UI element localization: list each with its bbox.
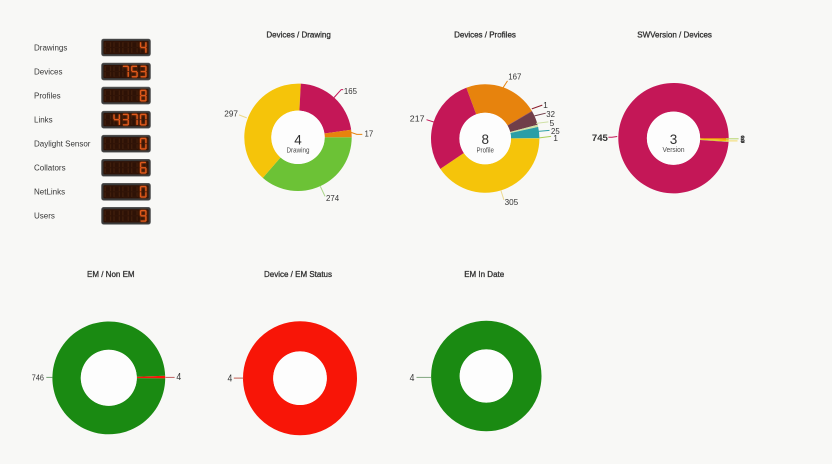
svg-text:2: 2	[740, 133, 745, 143]
svg-text:305: 305	[505, 197, 519, 207]
svg-text:4: 4	[410, 373, 415, 384]
svg-text:1: 1	[553, 133, 558, 143]
svg-text:Profiles: Profiles	[34, 91, 61, 100]
svg-text:165: 165	[344, 86, 357, 96]
svg-text:Devices / Profiles: Devices / Profiles	[454, 30, 516, 39]
svg-text:3: 3	[670, 132, 678, 147]
svg-text:Version: Version	[663, 147, 685, 154]
svg-text:NetLinks: NetLinks	[34, 188, 65, 197]
svg-text:746: 746	[32, 373, 44, 383]
svg-text:Devices: Devices	[34, 67, 62, 76]
svg-text:Drawings: Drawings	[34, 43, 67, 52]
svg-text:Device / EM Status: Device / EM Status	[264, 270, 332, 279]
svg-text:5: 5	[740, 134, 745, 144]
svg-text:Profile: Profile	[476, 148, 494, 155]
svg-text:Links: Links	[34, 115, 53, 124]
svg-text:Drawing: Drawing	[287, 148, 310, 155]
svg-text:217: 217	[410, 113, 425, 123]
svg-text:4: 4	[228, 373, 233, 384]
svg-text:745: 745	[592, 133, 609, 144]
svg-text:8: 8	[481, 132, 489, 147]
svg-text:167: 167	[508, 72, 521, 82]
svg-text:1: 1	[740, 135, 745, 145]
svg-text:SWVersion / Devices: SWVersion / Devices	[637, 30, 712, 39]
svg-text:Collators: Collators	[34, 164, 66, 173]
svg-text:Devices / Drawing: Devices / Drawing	[266, 30, 330, 39]
svg-text:17: 17	[365, 129, 374, 139]
svg-text:32: 32	[546, 109, 555, 119]
svg-text:4: 4	[176, 372, 181, 383]
svg-text:5: 5	[550, 118, 555, 128]
svg-text:297: 297	[224, 108, 238, 118]
svg-text:4: 4	[294, 132, 302, 147]
svg-text:274: 274	[326, 193, 339, 203]
svg-text:1: 1	[543, 100, 548, 110]
svg-text:25: 25	[551, 126, 560, 136]
svg-text:Users: Users	[34, 212, 55, 221]
svg-text:EM / Non EM: EM / Non EM	[87, 270, 135, 279]
svg-text:EM In Date: EM In Date	[464, 270, 505, 279]
svg-text:Daylight Sensor: Daylight Sensor	[34, 140, 91, 149]
